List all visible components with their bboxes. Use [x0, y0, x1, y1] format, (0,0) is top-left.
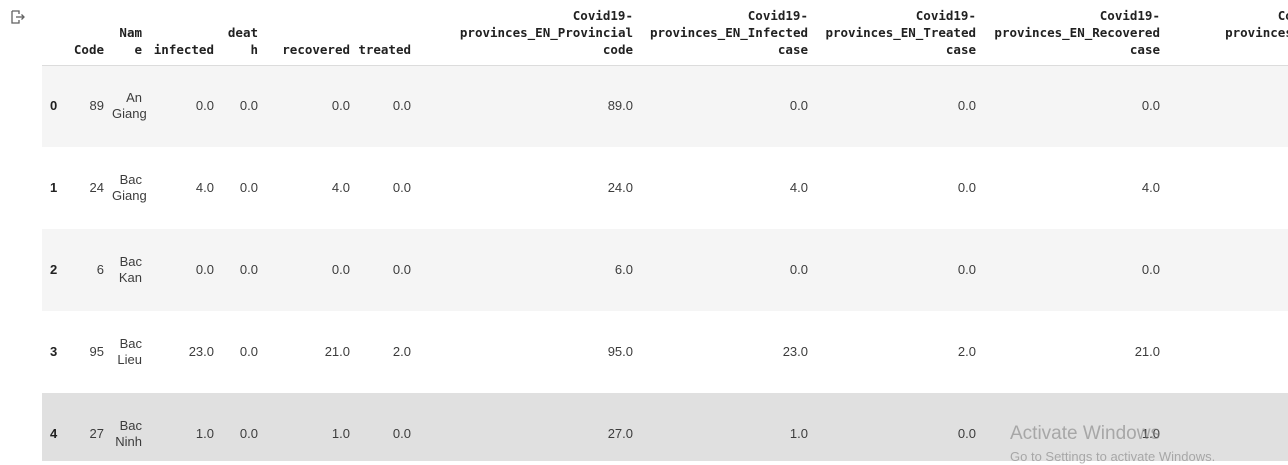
cell-infected: 1.0 [195, 426, 214, 441]
cell-infected: 0.0 [195, 98, 214, 114]
cell-treated-case: 0.0 [957, 426, 976, 441]
cell-treated: 0.0 [392, 180, 411, 195]
cell-treated-case: 0.0 [957, 180, 976, 195]
cell-code: 24 [89, 180, 104, 195]
cell-recovered: 0.0 [331, 98, 350, 114]
table-row: 0 89 An Giang 0.0 0.0 0.0 0.0 89.0 0.0 0… [42, 65, 1288, 147]
cell-treated: 0.0 [392, 98, 411, 114]
cell-recovered-case: 0.0 [1141, 98, 1160, 114]
row-index: 0 [50, 98, 58, 114]
cell-infected: 4.0 [195, 180, 214, 195]
cell-infected: 0.0 [195, 262, 214, 277]
column-header-death-case: Covid19- provinces_EN_De c [1164, 0, 1288, 66]
cell-recovered-case: 0.0 [1141, 262, 1160, 277]
table-row: 1 24 Bac Giang 4.0 0.0 4.0 0.0 24.0 4.0 … [42, 147, 1288, 229]
column-header-recovered-case: Covid19- provinces_EN_Recovered case [980, 0, 1164, 66]
cell-death-case [1164, 311, 1288, 393]
row-index: 2 [50, 262, 58, 277]
cell-provincial-code: 6.0 [614, 262, 633, 277]
cell-provincial-code: 89.0 [607, 98, 633, 114]
row-index: 4 [50, 426, 58, 441]
cell-death-case [1164, 393, 1288, 461]
cell-treated: 2.0 [392, 344, 411, 359]
cell-death-case [1164, 65, 1288, 147]
column-header-provincial-code: Covid19- provinces_EN_Provincial code [415, 0, 637, 66]
cell-treated-case: 2.0 [957, 344, 976, 359]
column-header-death: death [218, 0, 262, 66]
column-header-name: Name [108, 0, 146, 66]
cell-infected-case: 4.0 [789, 180, 808, 195]
row-index: 1 [50, 180, 58, 195]
cell-death: 0.0 [239, 98, 258, 114]
cell-treated: 0.0 [392, 426, 411, 441]
cell-recovered: 0.0 [331, 262, 350, 277]
cell-death: 0.0 [239, 426, 258, 441]
cell-death-case [1164, 147, 1288, 229]
cell-treated-case: 0.0 [957, 98, 976, 114]
dataframe-table: Code Name infected death recovered treat… [42, 0, 1288, 461]
cell-infected-case: 0.0 [789, 98, 808, 114]
table-row: 4 27 Bac Ninh 1.0 0.0 1.0 0.0 27.0 1.0 0… [42, 393, 1288, 461]
column-header-recovered: recovered [262, 0, 354, 66]
column-header-treated-case: Covid19- provinces_EN_Treated case [812, 0, 980, 66]
output-redirect-icon[interactable] [10, 9, 26, 25]
cell-death: 0.0 [239, 180, 258, 195]
cell-recovered-case: 21.0 [1134, 344, 1160, 359]
cell-name: Bac Kan [118, 254, 142, 285]
cell-provincial-code: 27.0 [607, 426, 633, 441]
cell-name: An Giang [112, 90, 147, 122]
table-row: 2 6 Bac Kan 0.0 0.0 0.0 0.0 6.0 0.0 0.0 … [42, 229, 1288, 311]
cell-recovered: 21.0 [324, 344, 350, 359]
cell-name: Bac Lieu [117, 336, 142, 367]
cell-treated: 0.0 [392, 262, 411, 277]
cell-infected-case: 1.0 [789, 426, 808, 441]
cell-recovered-case: 1.0 [1141, 426, 1160, 441]
cell-death: 0.0 [239, 344, 258, 359]
cell-death: 0.0 [239, 262, 258, 277]
cell-treated-case: 0.0 [957, 262, 976, 277]
header-row: Code Name infected death recovered treat… [42, 0, 1288, 66]
column-header-infected-case: Covid19- provinces_EN_Infected case [637, 0, 812, 66]
dataframe-output: Code Name infected death recovered treat… [42, 0, 1288, 461]
cell-recovered-case: 4.0 [1141, 180, 1160, 195]
cell-code: 27 [89, 426, 104, 441]
column-header-infected: infected [146, 0, 218, 66]
cell-code: 95 [89, 344, 104, 359]
cell-code: 89 [89, 98, 104, 114]
cell-name: Bac Ninh [115, 418, 142, 449]
cell-name: Bac Giang [112, 172, 147, 203]
column-header-treated: treated [354, 0, 415, 66]
cell-code: 6 [96, 262, 104, 277]
row-index: 3 [50, 344, 58, 359]
cell-infected-case: 0.0 [789, 262, 808, 277]
cell-infected: 23.0 [188, 344, 214, 359]
cell-infected-case: 23.0 [782, 344, 808, 359]
column-header-code: Code [66, 0, 108, 66]
cell-provincial-code: 24.0 [607, 180, 633, 195]
cell-death-case [1164, 229, 1288, 311]
cell-provincial-code: 95.0 [607, 344, 633, 359]
cell-recovered: 1.0 [331, 426, 350, 441]
table-row: 3 95 Bac Lieu 23.0 0.0 21.0 2.0 95.0 23.… [42, 311, 1288, 393]
cell-recovered: 4.0 [331, 180, 350, 195]
column-header-index [42, 0, 66, 66]
